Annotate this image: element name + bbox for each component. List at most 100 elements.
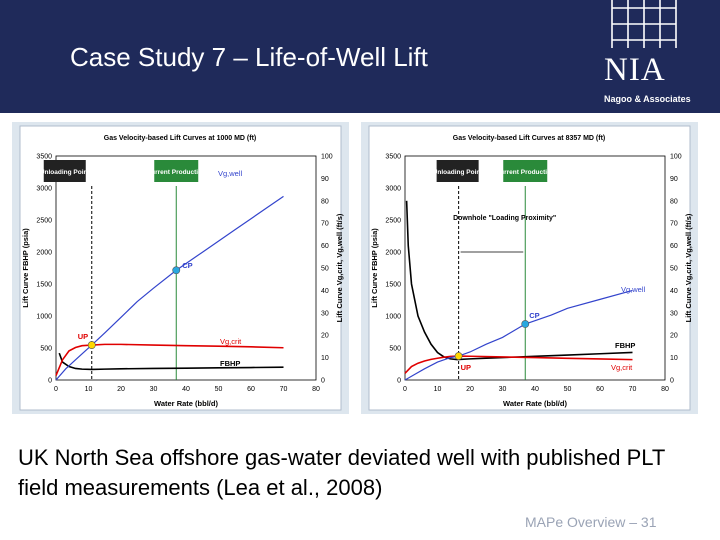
downhole-proximity-label: Downhole "Loading Proximity"	[453, 215, 556, 222]
y-tick-label: 3000	[385, 186, 401, 193]
point-cp	[521, 320, 530, 328]
y2-tick-label: 0	[670, 378, 674, 385]
point-up	[454, 352, 463, 360]
series-line-vgcrit	[55, 343, 284, 376]
x-tick-label: 0	[54, 386, 58, 393]
x-tick-label: 80	[312, 386, 320, 393]
unloading-point-label: Unloading Point	[40, 169, 91, 176]
y-tick-label: 1000	[385, 314, 401, 321]
y-tick-label: 1000	[36, 314, 52, 321]
chart-title: Gas Velocity-based Lift Curves at 1000 M…	[104, 135, 257, 142]
x-tick-label: 20	[466, 386, 474, 393]
y-tick-label: 0	[397, 378, 401, 385]
plot-area	[404, 155, 666, 381]
y-tick-label: 2500	[385, 218, 401, 225]
vgwell-label: Vg,well	[218, 169, 243, 178]
x-tick-label: 50	[564, 386, 572, 393]
nia-logo: NIA Nagoo & Associates	[600, 0, 720, 113]
fbhp-label: FBHP	[220, 359, 240, 368]
slide-header: Case Study 7 – Life-of-Well Lift NIA Nag…	[0, 0, 720, 113]
x-tick-label: 20	[117, 386, 125, 393]
y2-tick-label: 20	[670, 333, 678, 340]
point-label-up: UP	[78, 332, 88, 341]
unloading-point-label: Unloading Point	[433, 169, 484, 176]
fbhp-label: FBHP	[615, 341, 635, 350]
y2-tick-label: 70	[321, 221, 329, 228]
x-axis-label: Water Rate (bbl/d)	[154, 399, 218, 408]
slide-footer: MAPe Overview – 31	[525, 514, 657, 530]
y-tick-label: 1500	[36, 282, 52, 289]
y2-tick-label: 80	[321, 198, 329, 205]
series-line-vgcrit	[404, 355, 633, 374]
x-tick-label: 70	[280, 386, 288, 393]
unloading-point-box	[436, 160, 479, 182]
vgcrit-label: Vg,crit	[220, 337, 242, 346]
y-axis-label: Lift Curve FBHP (psia)	[21, 228, 30, 308]
y-tick-label: 3000	[36, 186, 52, 193]
y2-tick-label: 0	[321, 378, 325, 385]
x-axis-label: Water Rate (bbl/d)	[503, 399, 567, 408]
x-tick-label: 40	[182, 386, 190, 393]
x-tick-label: 0	[403, 386, 407, 393]
chart-title: Gas Velocity-based Lift Curves at 8357 M…	[453, 135, 606, 142]
x-tick-label: 30	[150, 386, 158, 393]
x-tick-label: 50	[215, 386, 223, 393]
y2-tick-label: 20	[321, 333, 329, 340]
current-production-label: Current Production	[495, 169, 555, 176]
x-tick-label: 40	[531, 386, 539, 393]
slide-title: Case Study 7 – Life-of-Well Lift	[70, 42, 428, 72]
y2-tick-label: 30	[321, 310, 329, 317]
point-cp	[172, 266, 181, 275]
x-tick-label: 80	[661, 386, 669, 393]
y2-tick-label: 10	[321, 355, 329, 362]
lift-curve-chart-1000md: Gas Velocity-based Lift Curves at 1000 M…	[19, 125, 344, 411]
logo-grid-icon	[611, 0, 677, 48]
x-tick-label: 60	[596, 386, 604, 393]
y-tick-label: 500	[389, 346, 401, 353]
y2-tick-label: 80	[670, 198, 678, 205]
y-tick-label: 3500	[36, 154, 52, 161]
series-line-vgwell	[55, 195, 284, 381]
vgwell-label: Vg,well	[621, 285, 646, 294]
y-tick-label: 0	[48, 378, 52, 385]
logo-subtitle: Nagoo & Associates	[604, 94, 691, 104]
y-tick-label: 2500	[36, 218, 52, 225]
y2-axis-label: Lift Curve Vg,crit, Vg,well (ft/s)	[335, 213, 344, 322]
point-label-cp: CP	[182, 261, 192, 270]
y-tick-label: 500	[40, 346, 52, 353]
y2-tick-label: 90	[670, 176, 678, 183]
slide-caption: UK North Sea offshore gas-water deviated…	[18, 445, 665, 500]
point-label-up: UP	[461, 363, 471, 372]
point-label-cp: CP	[529, 311, 539, 320]
y2-tick-label: 60	[321, 243, 329, 250]
plot-area	[55, 155, 317, 381]
current-production-label: Current Production	[146, 169, 206, 176]
y2-tick-label: 100	[670, 154, 682, 161]
y2-tick-label: 50	[670, 266, 678, 273]
y2-tick-label: 40	[670, 288, 678, 295]
series-line-vgwell	[404, 289, 633, 381]
series-line-fbhp	[405, 200, 633, 361]
current-production-box	[503, 160, 548, 182]
y-tick-label: 2000	[385, 250, 401, 257]
chart-panel-right: Gas Velocity-based Lift Curves at 8357 M…	[361, 122, 698, 414]
vgcrit-label: Vg,crit	[611, 363, 633, 372]
unloading-point-box	[43, 160, 86, 182]
y2-tick-label: 30	[670, 310, 678, 317]
y2-tick-label: 70	[670, 221, 678, 228]
y2-tick-label: 100	[321, 154, 333, 161]
y-axis-label: Lift Curve FBHP (psia)	[370, 228, 379, 308]
logo-mark: NIA	[604, 52, 666, 88]
x-tick-label: 10	[85, 386, 93, 393]
y2-tick-label: 10	[670, 355, 678, 362]
y2-axis-label: Lift Curve Vg,crit, Vg,well (ft/s)	[684, 213, 693, 322]
y-tick-label: 2000	[36, 250, 52, 257]
x-tick-label: 60	[247, 386, 255, 393]
y-tick-label: 3500	[385, 154, 401, 161]
x-tick-label: 10	[434, 386, 442, 393]
x-tick-label: 70	[629, 386, 637, 393]
x-tick-label: 30	[499, 386, 507, 393]
y2-tick-label: 90	[321, 176, 329, 183]
current-production-box	[154, 160, 199, 182]
y-tick-label: 1500	[385, 282, 401, 289]
